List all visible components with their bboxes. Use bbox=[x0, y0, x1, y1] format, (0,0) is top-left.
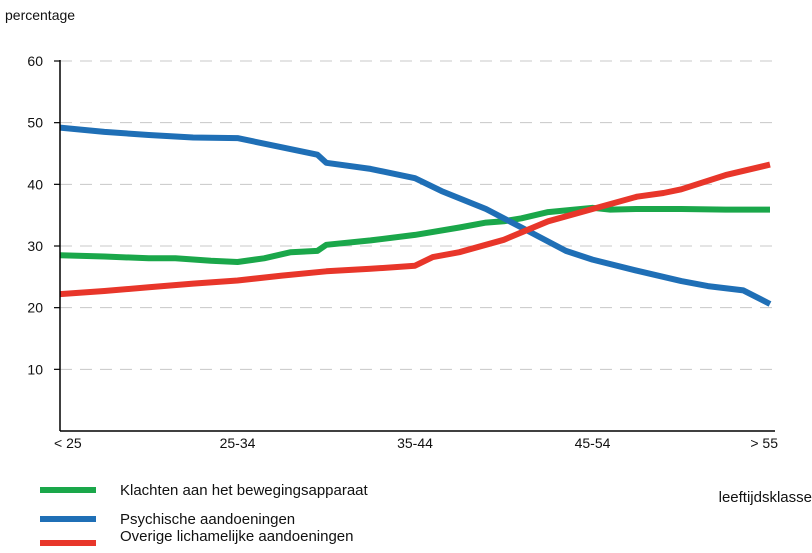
y-tick-label: 60 bbox=[27, 53, 43, 69]
legend-swatch-green bbox=[40, 487, 96, 493]
x-tick-labels: < 25 25-34 35-44 45-54 > 55 bbox=[54, 435, 778, 451]
y-axis-label: percentage bbox=[5, 7, 75, 23]
y-tick-label: 20 bbox=[27, 300, 43, 316]
y-tick-label: 40 bbox=[27, 176, 43, 192]
legend-swatch-red bbox=[40, 540, 96, 546]
legend-item: Klachten aan het bewegingsapparaat bbox=[40, 480, 368, 500]
series-line bbox=[59, 161, 771, 298]
legend-swatch-blue bbox=[40, 516, 96, 522]
legend-item: Psychische aandoeningen bbox=[40, 509, 295, 529]
series-lines bbox=[59, 124, 772, 307]
y-tick-label: 30 bbox=[27, 238, 43, 254]
y-tick-label: 10 bbox=[27, 361, 43, 377]
series-line bbox=[59, 124, 772, 307]
x-tick-label: 35-44 bbox=[397, 435, 433, 451]
line-chart: percentage 10 20 30 40 50 60 < 25 25-34 35-44 45… bbox=[5, 7, 778, 451]
x-tick-label: 45-54 bbox=[575, 435, 611, 451]
x-axis-label: leeftijdsklasse bbox=[718, 489, 812, 506]
legend-label: Psychische aandoeningen bbox=[120, 510, 296, 528]
series-line bbox=[59, 204, 770, 265]
legend-label: Klachten aan het bewegingsapparaat bbox=[120, 481, 368, 499]
x-tick-label: < 25 bbox=[54, 435, 82, 451]
x-tick-label: 25-34 bbox=[220, 435, 256, 451]
legend-item: Overige lichamelijke aandoeningen bbox=[40, 528, 353, 553]
legend-label: Overige lichamelijke aandoeningen bbox=[120, 527, 354, 545]
grid-lines bbox=[60, 60, 775, 370]
x-tick-label: > 55 bbox=[750, 435, 778, 451]
y-tick-labels: 10 20 30 40 50 60 bbox=[27, 53, 60, 377]
y-tick-label: 50 bbox=[27, 115, 43, 131]
